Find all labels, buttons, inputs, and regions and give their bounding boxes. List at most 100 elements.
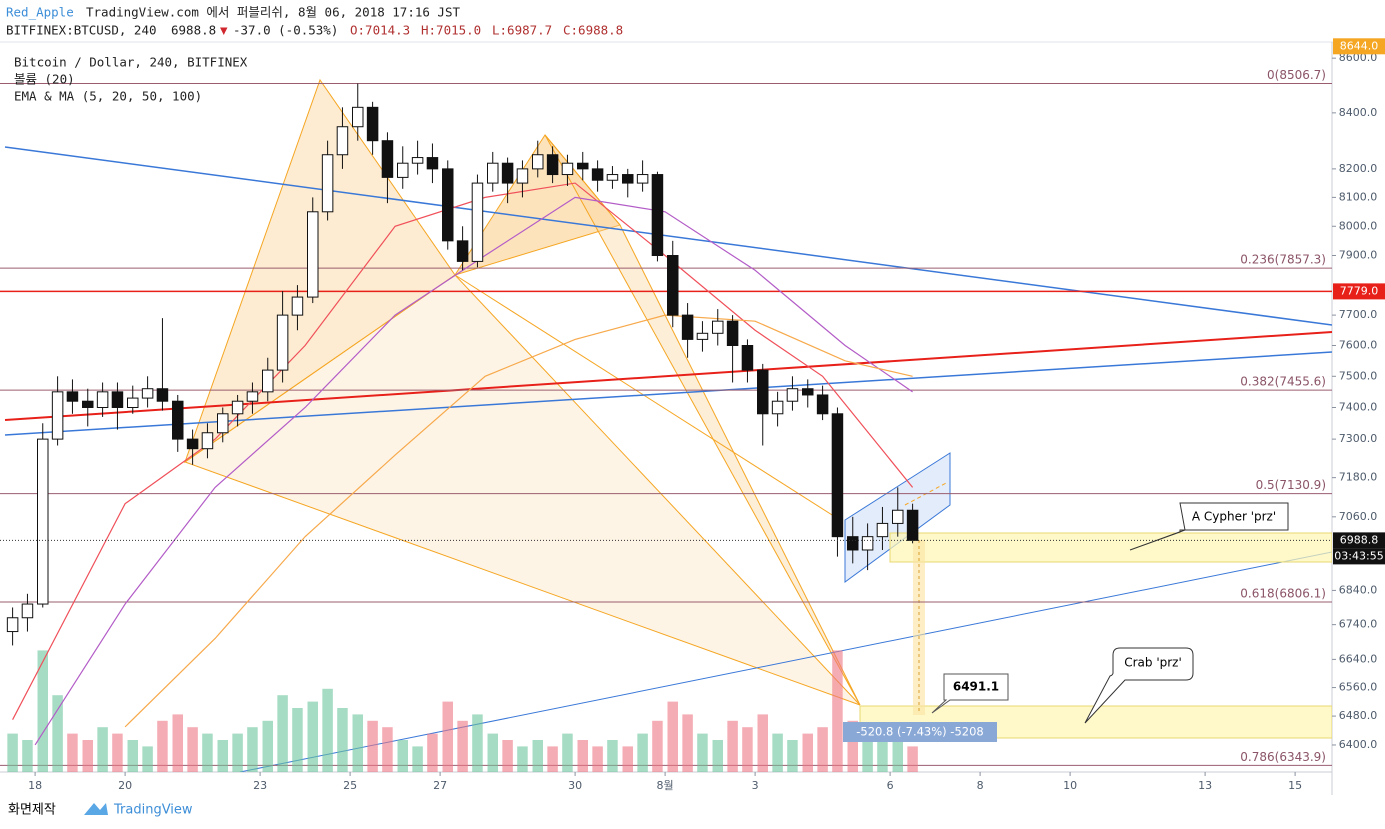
measure: [913, 540, 925, 715]
volume-bar: [172, 714, 183, 772]
volume-bar: [367, 720, 378, 772]
candle-body: [411, 157, 424, 164]
candle-body: [726, 320, 739, 347]
volume-bar: [502, 740, 513, 772]
y-tick-label: 8200.0: [1339, 162, 1378, 175]
volume-bar: [667, 701, 678, 772]
volume-bar: [652, 720, 663, 772]
fib-label: 0.618(6806.1): [1240, 586, 1326, 600]
volume-bar: [277, 695, 288, 772]
symbol: BITFINEX:BTCUSD, 240: [6, 23, 157, 38]
candle-body: [6, 617, 19, 633]
volume-bar: [217, 740, 228, 772]
candle-body: [591, 168, 604, 181]
volume-bar: [562, 733, 573, 772]
candle-body: [771, 400, 784, 415]
x-tick-label: 3: [752, 779, 759, 792]
candle-body: [66, 391, 79, 402]
volume-bar: [802, 733, 813, 772]
volume-bar: [22, 740, 33, 772]
candle-body: [456, 240, 469, 262]
drawings: [4, 78, 1332, 772]
trend-line: [4, 146, 1332, 326]
candle-body: [231, 400, 244, 415]
measure-text: -520.8 (-7.43%) -5208: [856, 725, 983, 739]
legend: Bitcoin / Dollar, 240, BITFINEX 볼륨 (20) …: [14, 55, 248, 104]
countdown-bg: [1333, 548, 1385, 565]
volume-bar: [187, 727, 198, 772]
candle-body: [262, 369, 274, 393]
price-tag: [1333, 283, 1385, 300]
volume-bar: [412, 746, 423, 772]
volume-bar: [382, 727, 393, 772]
candle-body: [37, 438, 49, 605]
moving-average: [12, 182, 914, 720]
candle-body: [681, 314, 694, 340]
x-tick-label: 18: [28, 779, 42, 792]
x-tick-label: 23: [253, 779, 267, 792]
y-tick-label: 7900.0: [1339, 249, 1378, 262]
callout: [1084, 647, 1194, 724]
volume-bar: [457, 720, 468, 772]
y-tick-label: 7700.0: [1339, 308, 1378, 321]
candle-body: [802, 388, 814, 396]
trend-line: [4, 331, 1332, 421]
candle-body: [786, 388, 799, 402]
volume-bar: [847, 720, 858, 772]
volume-bar: [532, 740, 543, 772]
y-tick-label: 6560.0: [1339, 681, 1378, 694]
callout: [931, 673, 1009, 714]
close: C:6988.8: [563, 23, 623, 38]
y-tick-label: 8600.0: [1339, 51, 1378, 64]
volume-bar: [817, 727, 828, 772]
candle-body: [51, 391, 64, 440]
x-tick-label: 27: [433, 779, 447, 792]
volume-bar: [727, 720, 738, 772]
candle-body: [546, 154, 559, 176]
volume-bar: [82, 740, 93, 772]
open: O:7014.3: [350, 23, 410, 38]
y-tick-label: 6840.0: [1339, 583, 1378, 596]
volume-bar: [697, 733, 708, 772]
volume-bar: [322, 688, 333, 772]
callout: [1129, 502, 1289, 551]
candle-body: [501, 162, 514, 184]
brand: TradingView: [113, 803, 193, 818]
author: Red_Apple: [6, 5, 74, 20]
y-tick-label: 8000.0: [1339, 219, 1378, 232]
x-tick-label: 15: [1288, 779, 1302, 792]
x-tick-label: 25: [343, 779, 357, 792]
y-tick-label: 6480.0: [1339, 709, 1378, 722]
volume-bar: [202, 733, 213, 772]
x-tick-label: 8월: [657, 779, 674, 792]
candle-body: [21, 603, 34, 619]
y-tick-label: 7180.0: [1339, 471, 1378, 484]
volume-bar: [67, 733, 78, 772]
volume-bar: [337, 708, 348, 772]
candle-body: [276, 314, 289, 371]
y-tick-label: 8100.0: [1339, 190, 1378, 203]
x-tick-label: 13: [1198, 779, 1212, 792]
candle-body: [186, 438, 199, 450]
volume-bar: [142, 746, 153, 772]
legend-entry: 볼륨 (20): [14, 72, 75, 87]
candle-body: [741, 345, 754, 371]
arrow: ▼: [220, 23, 228, 38]
volume-bar: [862, 733, 873, 772]
y-tick-label: 7060.0: [1339, 510, 1378, 523]
fib-label: 0(8506.7): [1267, 68, 1326, 82]
volume-bar: [592, 746, 603, 772]
candle-body: [831, 413, 844, 538]
volume-bar: [52, 695, 63, 772]
price-tag-label: 8644.0: [1340, 39, 1379, 52]
volume-bar: [892, 733, 903, 772]
candle-body: [96, 391, 109, 408]
candle-body: [366, 106, 379, 142]
candle-body: [861, 536, 874, 551]
volume-bar: [907, 746, 918, 772]
candle-body: [892, 509, 904, 524]
x-tick-label: 8: [977, 779, 984, 792]
volume-bar: [487, 733, 498, 772]
y-tick-label: 6740.0: [1339, 618, 1378, 631]
volume-bar: [517, 746, 528, 772]
